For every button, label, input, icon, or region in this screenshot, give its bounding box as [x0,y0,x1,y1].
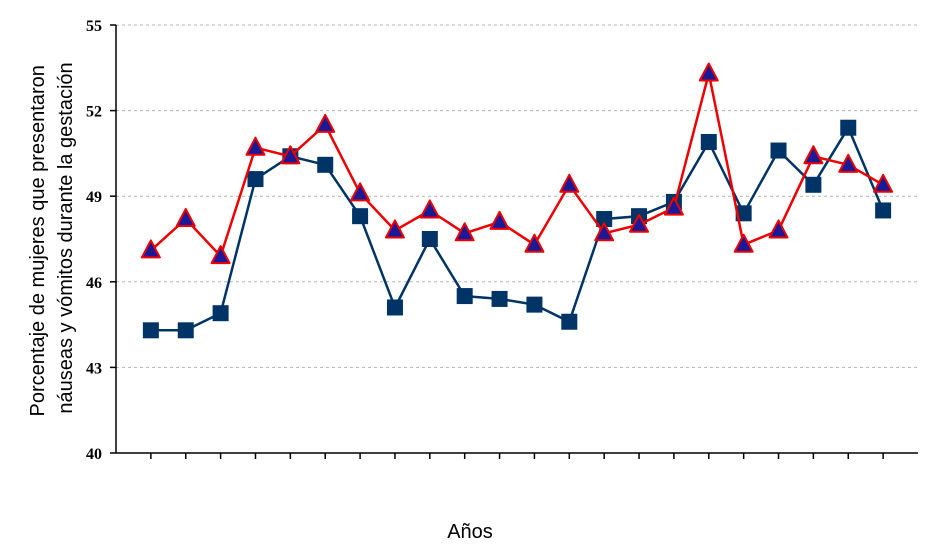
data-point-triangle [524,233,545,253]
data-point-square [561,313,578,330]
data-point-triangle [245,136,266,156]
data-point-square [840,119,857,136]
data-point-square [247,171,264,188]
data-point-triangle [350,182,371,202]
data-point-square [596,211,613,228]
y-tick-label: 52 [86,104,102,121]
data-point-triangle [663,196,684,216]
series-group [140,62,894,339]
data-point-triangle [733,233,754,253]
axes [115,25,918,454]
y-tick-label: 43 [86,360,102,377]
data-point-square [700,133,717,150]
series-2 [140,62,894,265]
y-tick-label: 40 [86,446,102,463]
data-point-triangle [280,145,301,165]
x-axis-label: Años [447,521,493,543]
gridlines [116,24,918,368]
data-point-triangle [140,239,161,259]
data-point-square [735,205,752,222]
data-point-triangle [384,219,405,239]
data-point-triangle [698,62,719,82]
data-point-triangle [175,208,196,228]
data-point-square [212,305,229,322]
data-point-triangle [454,222,475,242]
data-point-square [526,296,543,313]
data-point-triangle [873,173,894,193]
data-point-triangle [594,222,615,242]
series-line [150,72,884,258]
data-point-square [456,288,473,305]
data-point-triangle [559,173,580,193]
y-tick-label: 55 [86,18,102,35]
data-point-triangle [419,199,440,219]
data-point-triangle [838,153,859,173]
series-1 [142,119,892,339]
data-point-triangle [489,210,510,230]
y-axis-label: Porcentaje de mujeres que presentaron ná… [27,60,77,417]
x-ticks [150,453,884,459]
y-axis-label-line-2: náuseas y vómitos durante la gestación [55,62,77,413]
data-point-square [421,231,438,247]
y-tick-label: 46 [86,275,102,292]
data-point-triangle [803,145,824,165]
data-point-square [386,299,403,316]
y-axis-label-line-1: Porcentaje de mujeres que presentaron [27,65,49,416]
series-line [150,126,885,332]
data-point-square [177,322,194,339]
data-point-triangle [210,245,231,265]
data-point-square [491,290,508,307]
data-point-square [805,176,822,193]
data-point-square [875,202,892,219]
y-tick-label: 49 [86,189,102,206]
data-point-square [770,142,787,159]
data-point-square [317,156,334,173]
data-point-triangle [629,213,650,233]
data-point-square [352,208,369,225]
data-point-triangle [315,113,336,133]
y-ticks: 40 43 46 49 52 55 [86,18,116,463]
data-point-square [142,322,159,339]
data-point-triangle [768,219,789,239]
